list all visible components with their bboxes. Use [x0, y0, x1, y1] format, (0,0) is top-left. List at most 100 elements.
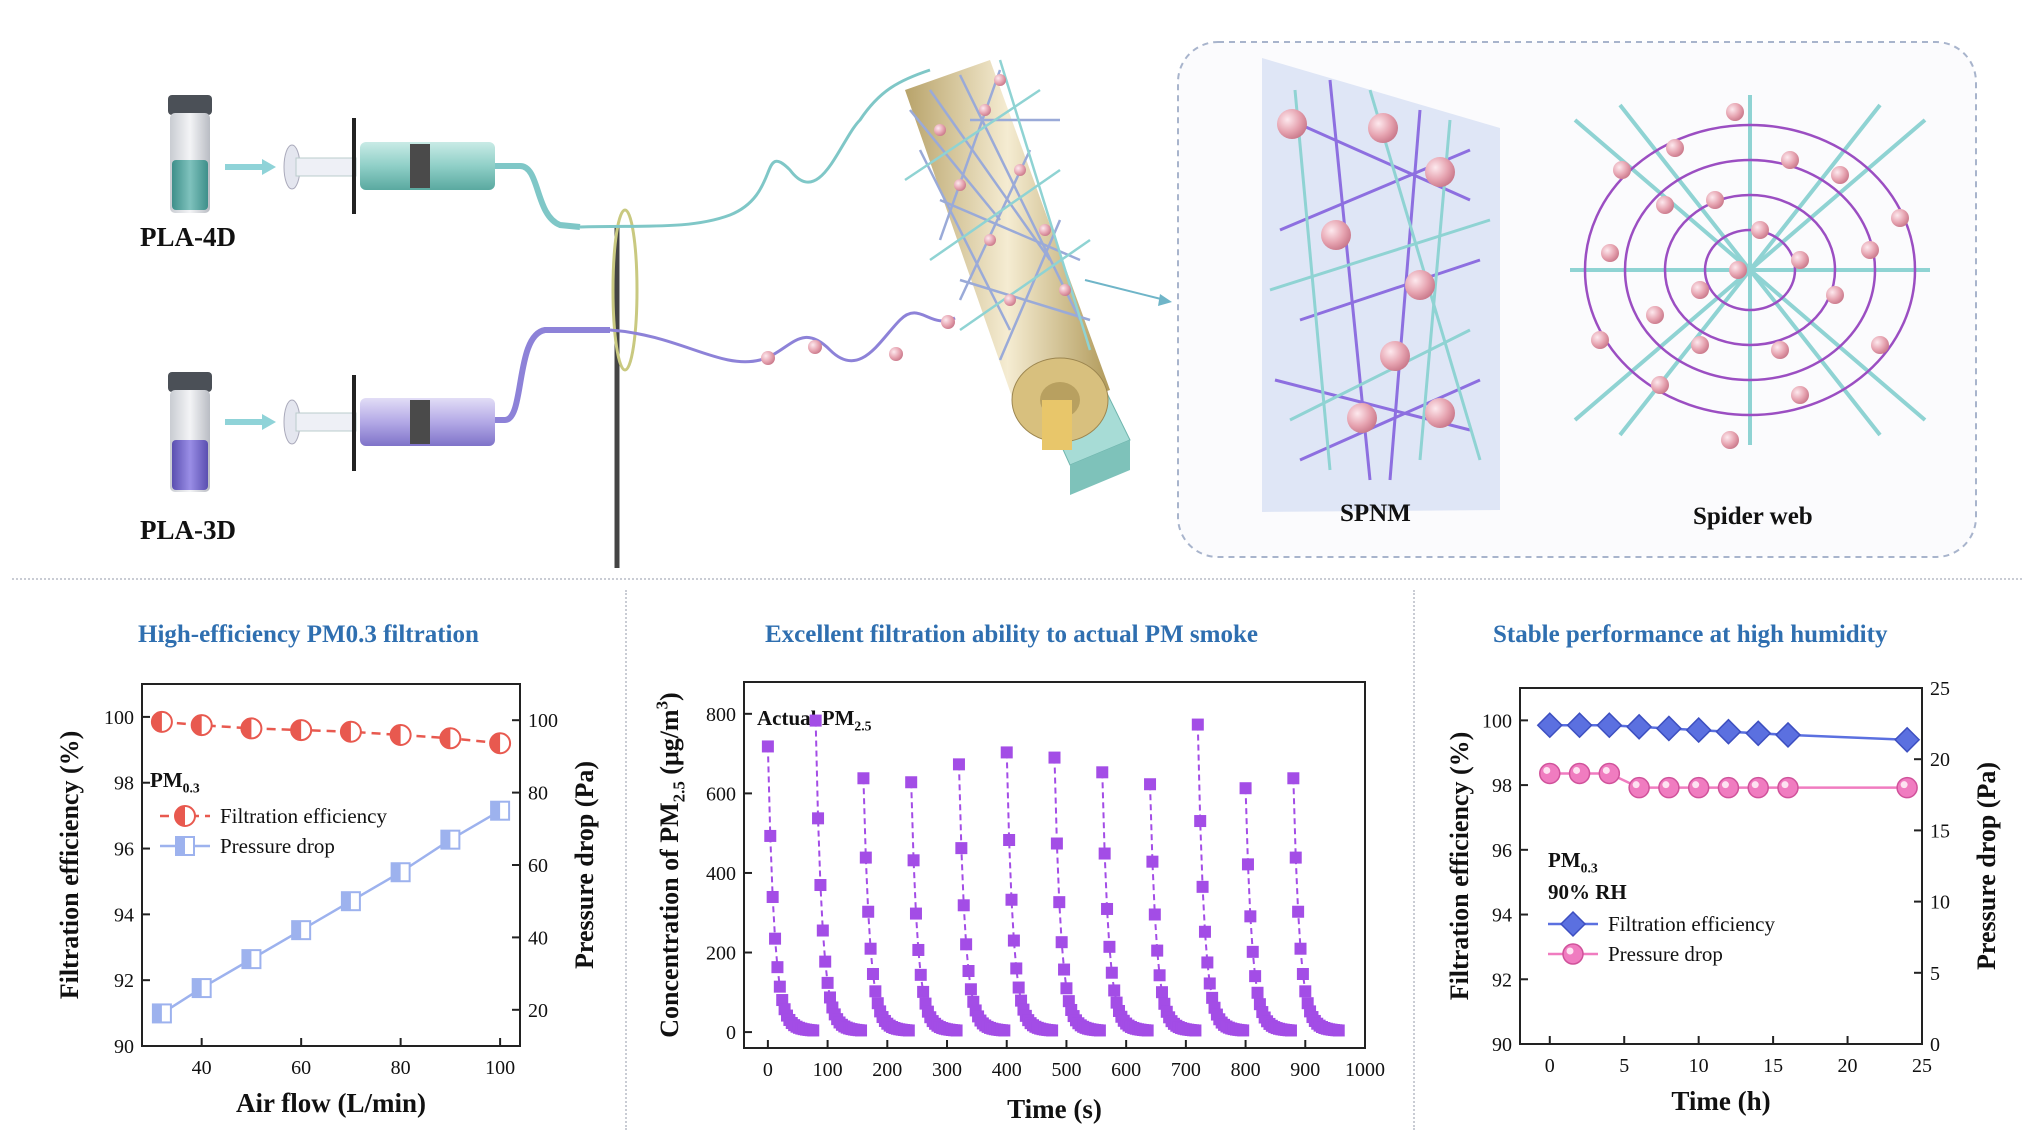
chart2-xtick-label-2: 200	[872, 1059, 902, 1081]
chart2-point-0-0	[761, 740, 774, 753]
chart1-ytick-label-1: 92	[114, 970, 134, 992]
chart2-point-5-7	[1017, 1003, 1030, 1016]
chart2-xlabel: Time (s)	[1007, 1094, 1102, 1124]
chart2-title: Excellent filtration ability to actual P…	[765, 621, 1258, 648]
chart1-y2tick-label-3: 80	[528, 783, 548, 805]
chart3-series-filtration-line	[1549, 723, 1908, 742]
chart3-point-filtration-2	[1596, 712, 1623, 739]
chart3-legend-label-filtration: Filtration efficiency	[1608, 912, 1775, 936]
chart1-xtick-label-0: 40	[192, 1057, 212, 1079]
chart2-point-8-1	[1146, 855, 1159, 868]
chart2-point-10-3	[1246, 945, 1259, 958]
chart3-point-filtration-6	[1715, 718, 1742, 745]
chart1-y2tick-label-0: 20	[528, 1000, 548, 1022]
chart3-annotation: PM0.3	[1548, 848, 1598, 875]
chart2-point-2-4	[866, 967, 879, 980]
chart2-point-5-3	[1007, 934, 1020, 947]
collector-drum	[904, 59, 1131, 495]
chart2-cycle-10	[1239, 782, 1297, 1037]
chart3-y2tick-label-2: 10	[1930, 892, 1950, 914]
chart2-cycle-1	[809, 714, 868, 1037]
chart1-point-filtration-7	[489, 732, 512, 755]
chart2-point-3-2	[909, 907, 922, 920]
chart2-point-3-3	[912, 943, 925, 956]
chart2-ytick-label-1: 200	[706, 943, 736, 965]
chart2-point-4-3	[960, 938, 973, 951]
chart1-point-filtration-3	[290, 719, 313, 742]
chart1-xtick-label-3: 100	[485, 1057, 515, 1079]
chart2-ytick-label-4: 800	[706, 704, 736, 726]
jet-top	[579, 68, 931, 229]
chart2-point-11-19	[1332, 1024, 1345, 1037]
chart2-point-1-1	[812, 812, 825, 825]
chart2-point-9-4	[1201, 956, 1214, 969]
chart2-point-5-2	[1005, 893, 1018, 906]
chart2-point-3-1	[907, 854, 920, 867]
chart3-point-filtration-7	[1745, 720, 1772, 747]
chart2-point-6-19	[1093, 1024, 1106, 1037]
chart2-point-7-4	[1105, 966, 1118, 979]
chart1-ytick-label-2: 94	[114, 904, 134, 926]
chart2-point-6-3	[1055, 936, 1068, 949]
chart3-y2tick-label-3: 15	[1930, 820, 1950, 842]
chart3-point-filtration-5	[1685, 717, 1712, 744]
chart2-point-9-6	[1206, 991, 1219, 1004]
chart3-point-pressure-8	[1777, 776, 1799, 799]
chart2-point-1-3	[816, 924, 829, 937]
chart1-point-pressure-5	[390, 862, 411, 883]
chart2-xtick-label-0: 0	[763, 1059, 773, 1081]
chart2-cycle-5	[1000, 746, 1059, 1037]
chart1-point-pressure-6	[440, 829, 461, 850]
chart2-point-6-4	[1058, 963, 1071, 976]
chart2-annotation: Actual PM2.5	[757, 706, 872, 733]
chart2-cycle-4	[952, 758, 1011, 1037]
chart3-point-filtration-9	[1894, 726, 1921, 753]
chart2-point-5-4	[1010, 962, 1023, 975]
chart2-point-11-1	[1289, 851, 1302, 864]
chart3-legend-marker-pressure	[1562, 943, 1584, 965]
chart2-point-1-0	[809, 714, 822, 727]
chart2-point-0-3	[769, 932, 782, 945]
chart3-ylabel: Filtration efficiency (%)	[1445, 732, 1474, 1001]
chart2-cycle-11	[1287, 772, 1345, 1037]
chart2-point-0-2	[766, 890, 779, 903]
chart2-cycle-8	[1144, 778, 1202, 1037]
chart2-point-10-19	[1284, 1024, 1297, 1037]
chart1-y2tick-label-4: 100	[528, 710, 558, 732]
chart2-point-11-5	[1299, 985, 1312, 998]
chart3-y2tick-label-1: 5	[1930, 963, 1940, 985]
chart2-point-8-19	[1189, 1024, 1202, 1037]
chart2-point-10-5	[1251, 986, 1264, 999]
chart1-legend-marker-pressure	[175, 836, 195, 856]
chart2-point-3-4	[914, 968, 927, 981]
chart3-xtick-label-4: 20	[1838, 1055, 1858, 1077]
chart3-point-pressure-2	[1598, 762, 1621, 785]
chart2-point-7-19	[1141, 1024, 1154, 1037]
chart1-point-pressure-7	[490, 800, 511, 821]
chart3-xtick-label-0: 0	[1545, 1055, 1555, 1077]
vial-pla-3d	[168, 372, 212, 492]
chart2-point-9-19	[1237, 1024, 1250, 1037]
chart1-ytick-label-0: 90	[114, 1036, 134, 1058]
chart3-point-pressure-3	[1628, 776, 1650, 799]
chart2-xtick-label-10: 1000	[1345, 1059, 1385, 1081]
chart2-point-3-19	[950, 1024, 963, 1037]
chart1-point-filtration-1	[190, 714, 213, 737]
chart2-point-2-19	[902, 1024, 915, 1037]
chart2-point-0-1	[764, 829, 777, 842]
chart1-title: High-efficiency PM0.3 filtration	[138, 621, 479, 648]
chart3-xtick-label-3: 15	[1763, 1055, 1783, 1077]
chart2-point-7-5	[1108, 984, 1121, 997]
chart2-point-4-2	[957, 899, 970, 912]
chart3-point-filtration-3	[1626, 713, 1653, 740]
chart3-legend-label-pressure: Pressure drop	[1608, 942, 1723, 966]
chart3-point-pressure-4	[1658, 776, 1680, 799]
chart1-point-pressure-4	[340, 891, 361, 912]
horizontal-divider	[12, 578, 2022, 580]
label-pla-4d: PLA-4D	[140, 222, 236, 252]
chart2-cycle-3	[905, 776, 963, 1037]
chart2-point-3-0	[905, 776, 918, 789]
chart1-point-filtration-4	[339, 720, 362, 743]
chart2-point-11-4	[1296, 967, 1309, 980]
